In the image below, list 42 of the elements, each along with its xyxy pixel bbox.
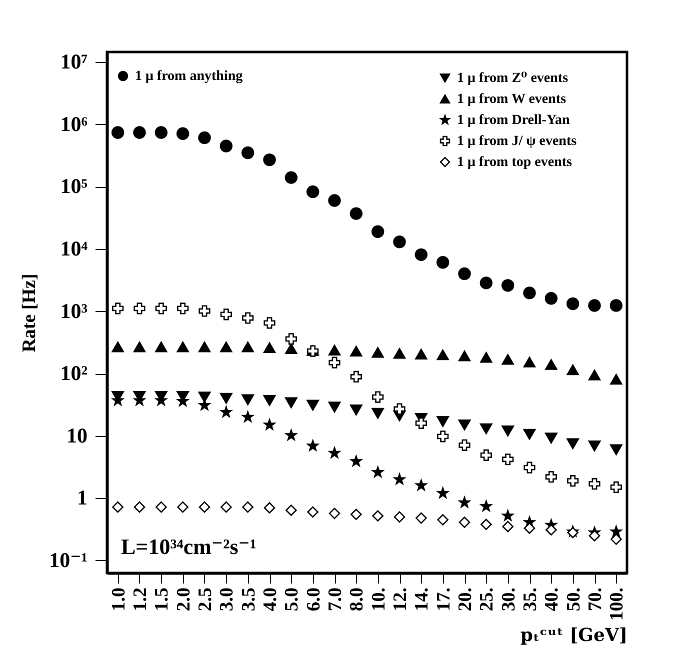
x-tick-label: 1.2: [130, 588, 151, 612]
x-tick-label: 5.0: [282, 588, 303, 612]
x-tick-label: 20.: [455, 588, 476, 612]
legend-label: 1 μ from anything: [135, 69, 243, 84]
legend-label: 1 μ from Z⁰ events: [457, 71, 569, 86]
x-tick-label: 2.0: [173, 588, 194, 612]
x-tick-label: 10.: [368, 588, 390, 612]
x-tick-label: 8.0: [346, 588, 368, 612]
y-axis-title: Rate [Hz]: [19, 274, 40, 352]
annotation: L=10³⁴cm⁻²s⁻¹: [121, 534, 256, 559]
y-tick-label: 10⁻¹: [49, 548, 88, 572]
x-tick-label: 4.0: [260, 588, 281, 612]
x-tick-label: 40.: [542, 588, 563, 612]
x-tick-label: 14.: [412, 588, 433, 612]
y-tick-label: 10⁵: [60, 174, 88, 198]
y-tick-label: 10⁴: [60, 236, 88, 260]
x-tick-label: 3.5: [238, 588, 260, 612]
legend-label: 1 μ from Drell-Yan: [457, 113, 570, 128]
y-tick-label: 10⁷: [60, 50, 88, 74]
x-tick-label: 25.: [476, 588, 498, 612]
x-tick-label: 7.0: [325, 588, 346, 612]
x-tick-label: 1.5: [152, 588, 173, 612]
x-tick-label: 35.: [520, 588, 541, 612]
x-tick-label: 17.: [433, 588, 454, 612]
legend-label: 1 μ from J/ ψ events: [457, 134, 578, 149]
x-tick-label: 12.: [390, 588, 411, 612]
x-tick-label: 3.0: [216, 588, 238, 612]
legend-label: 1 μ from W events: [457, 92, 567, 107]
y-tick-label: 1: [77, 486, 88, 510]
x-tick-label: 70.: [585, 588, 606, 612]
x-tick-label: 2.5: [195, 588, 216, 612]
x-tick-label: 30.: [498, 588, 520, 612]
x-tick-label: 50.: [563, 588, 584, 612]
x-tick-label: 6.0: [303, 588, 324, 612]
y-tick-label: 10⁶: [60, 112, 88, 136]
x-axis-title: pₜᶜᵘᵗ [GeV]: [520, 624, 628, 646]
y-tick-label: 10³: [60, 298, 88, 323]
legend-label: 1 μ from top events: [457, 155, 573, 170]
x-tick-label: 100.: [606, 588, 628, 621]
y-tick-label: 10: [66, 423, 88, 448]
x-tick-label: 1.0: [108, 588, 130, 612]
y-tick-label: 10²: [60, 361, 88, 386]
